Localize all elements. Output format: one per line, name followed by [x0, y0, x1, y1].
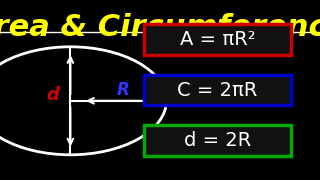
Text: d = 2R: d = 2R	[184, 131, 251, 150]
Text: A = πR²: A = πR²	[180, 30, 255, 49]
FancyBboxPatch shape	[144, 24, 291, 55]
Text: R: R	[117, 81, 130, 99]
Text: d: d	[46, 86, 59, 104]
Text: C = 2πR: C = 2πR	[177, 80, 258, 100]
FancyBboxPatch shape	[144, 125, 291, 156]
Text: Area & Circumference: Area & Circumference	[0, 13, 320, 42]
FancyBboxPatch shape	[144, 75, 291, 105]
